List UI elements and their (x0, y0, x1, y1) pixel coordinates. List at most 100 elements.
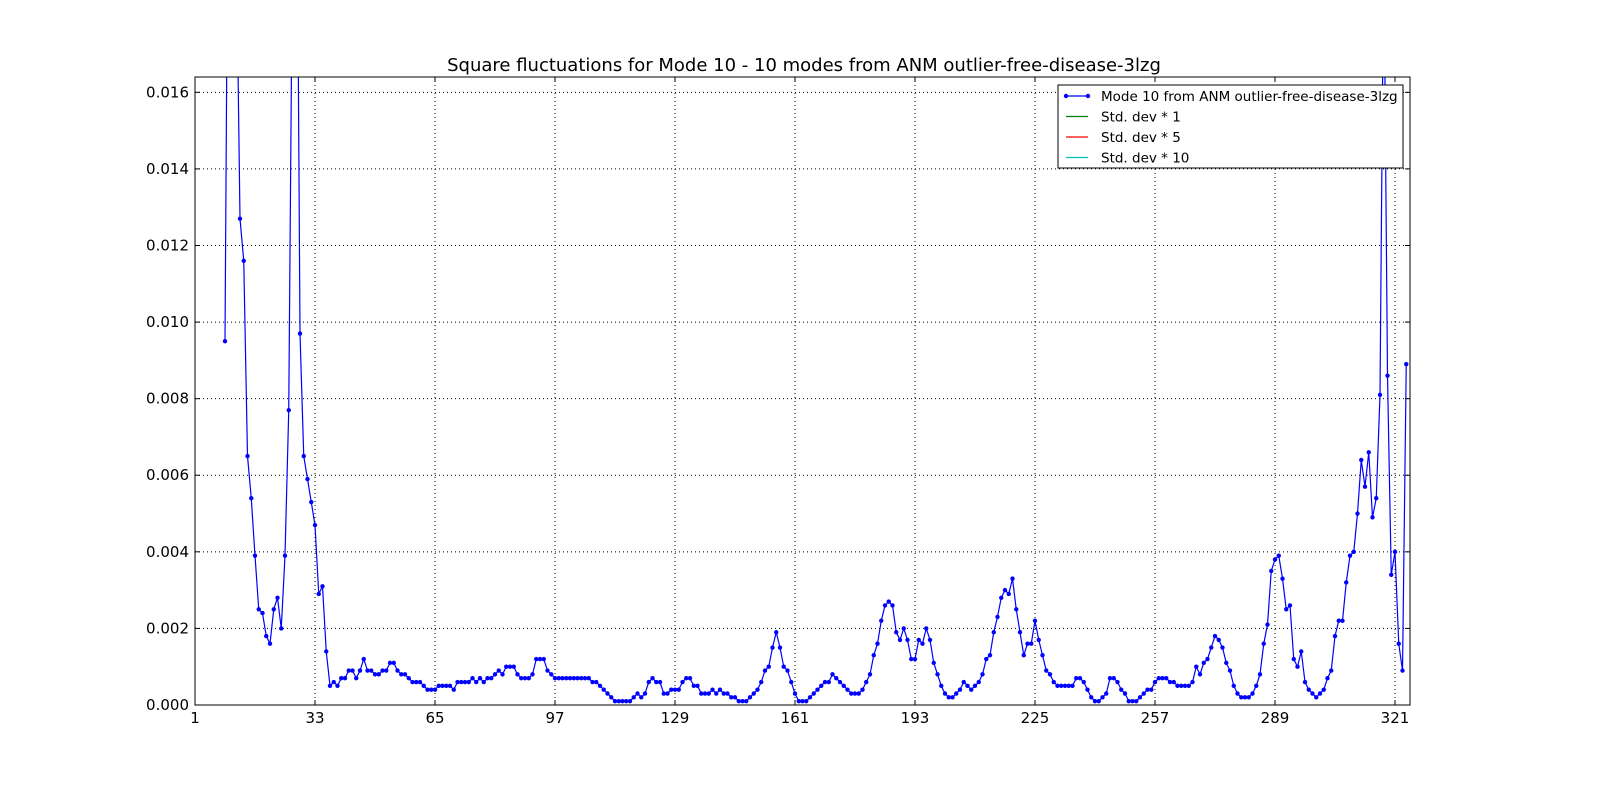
data-point (342, 675, 348, 681)
data-point (1047, 672, 1053, 677)
legend-box (1057, 84, 1404, 169)
data-point (324, 649, 329, 654)
data-point (1006, 591, 1011, 597)
data-point (1122, 691, 1128, 696)
data-point (429, 687, 434, 692)
data-point (331, 679, 336, 685)
data-point (665, 691, 670, 696)
data-point (1291, 656, 1296, 662)
data-point (980, 672, 985, 677)
data-point (391, 660, 396, 666)
data-point (717, 687, 723, 692)
data-point (567, 675, 573, 681)
data-point (477, 675, 483, 681)
data-point (594, 679, 599, 685)
data-point (1156, 675, 1161, 681)
data-point (455, 679, 460, 685)
data-point (552, 675, 558, 681)
data-point (841, 683, 846, 689)
data-point (507, 664, 513, 669)
data-point (935, 672, 940, 677)
data-point (1194, 664, 1199, 669)
data-point (1096, 698, 1101, 704)
data-point (1182, 683, 1188, 689)
data-point (845, 687, 850, 692)
data-point (365, 668, 370, 673)
grid (194, 77, 1410, 706)
data-point (597, 683, 603, 689)
data-point (1059, 683, 1064, 689)
data-point (1209, 645, 1214, 650)
data-point (714, 691, 719, 696)
data-point (999, 595, 1004, 600)
data-point (849, 691, 854, 696)
data-point (830, 672, 835, 677)
data-point (1385, 373, 1390, 378)
data-point (354, 675, 359, 681)
data-point (1179, 683, 1184, 689)
data-point (1032, 618, 1038, 623)
data-point (309, 499, 314, 505)
data-point (927, 637, 933, 643)
y-tick-label: 0.000 (146, 696, 189, 714)
data-point (1111, 675, 1116, 681)
data-point (620, 698, 625, 704)
data-point (762, 668, 768, 673)
data-point (732, 695, 738, 700)
data-point (950, 695, 955, 700)
data-point (249, 496, 254, 501)
data-point (1029, 641, 1034, 646)
data-point (260, 610, 265, 616)
data-point (571, 675, 576, 681)
data-point (1014, 607, 1019, 612)
data-point (586, 675, 591, 681)
data-point (770, 645, 775, 650)
data-point (616, 698, 621, 704)
data-point (402, 672, 408, 677)
data-point (549, 672, 554, 677)
data-point (1089, 695, 1094, 700)
data-point (327, 683, 333, 689)
data-point (410, 679, 415, 685)
data-point (965, 683, 970, 689)
data-point (556, 675, 561, 681)
data-point (1374, 496, 1379, 501)
data-point (1190, 679, 1195, 685)
data-point (601, 687, 606, 692)
data-point (894, 630, 899, 635)
data-point (451, 687, 456, 692)
data-point (511, 664, 516, 669)
data-point (1351, 549, 1356, 555)
data-point (1220, 645, 1225, 650)
data-point (522, 675, 528, 681)
data-point (282, 553, 288, 558)
data-point (972, 683, 978, 689)
data-point (369, 668, 374, 673)
data-point (297, 331, 303, 336)
data-point (335, 683, 340, 689)
data-point (1246, 695, 1251, 700)
data-point (669, 687, 674, 692)
x-tick-label: 129 (661, 709, 690, 727)
data-point (459, 679, 464, 685)
data-point (560, 675, 565, 681)
data-point (440, 683, 445, 689)
data-point (860, 687, 865, 692)
data-point (1396, 641, 1401, 646)
data-point (695, 683, 700, 689)
data-point (729, 695, 734, 700)
data-point (1186, 683, 1191, 689)
x-tick-label: 193 (901, 709, 930, 727)
data-point (320, 584, 325, 589)
data-point (1107, 675, 1113, 681)
data-point (751, 691, 756, 696)
data-point (796, 698, 801, 704)
x-tick-label: 225 (1021, 709, 1050, 727)
data-point (1355, 511, 1360, 516)
data-point (357, 668, 363, 673)
data-point (1276, 553, 1281, 558)
data-point (1040, 653, 1045, 658)
data-point (279, 626, 284, 631)
data-point (1392, 549, 1398, 555)
